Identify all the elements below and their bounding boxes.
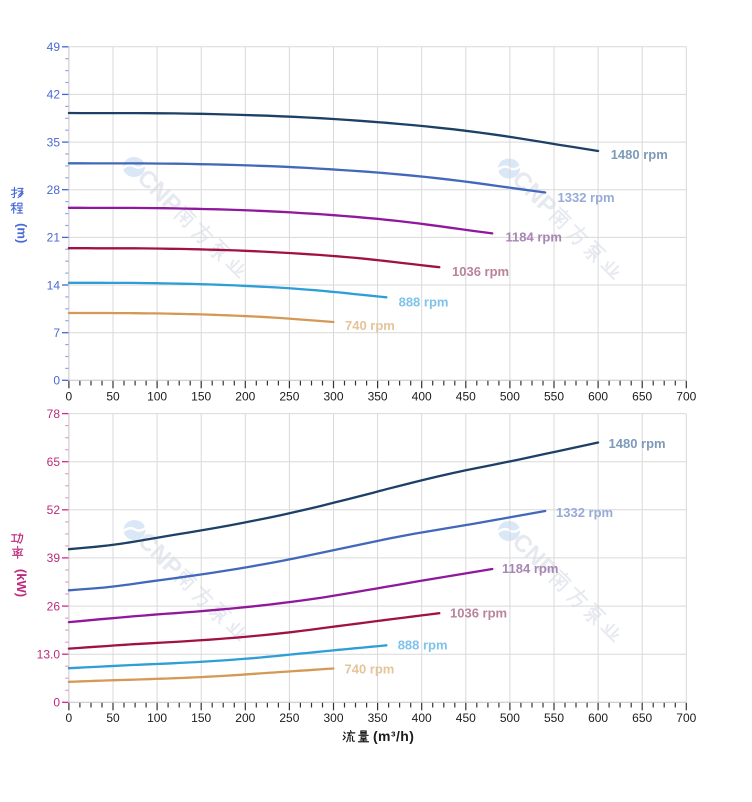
svg-text:740 rpm: 740 rpm <box>345 318 395 333</box>
svg-text:500: 500 <box>500 389 520 403</box>
svg-text:888 rpm: 888 rpm <box>398 638 448 653</box>
svg-text:7: 7 <box>53 326 60 340</box>
svg-text:150: 150 <box>191 711 211 725</box>
svg-text:0: 0 <box>66 711 73 725</box>
svg-text:600: 600 <box>588 711 608 725</box>
svg-text:600: 600 <box>588 389 608 403</box>
svg-text:740 rpm: 740 rpm <box>345 662 395 677</box>
svg-text:450: 450 <box>456 711 476 725</box>
svg-text:1332 rpm: 1332 rpm <box>558 190 615 205</box>
svg-text:1184 rpm: 1184 rpm <box>506 230 562 245</box>
svg-text:42: 42 <box>47 88 61 102</box>
svg-text:550: 550 <box>544 389 564 403</box>
svg-text:450: 450 <box>456 389 476 403</box>
svg-text:400: 400 <box>412 711 432 725</box>
svg-text:500: 500 <box>500 711 520 725</box>
svg-text:50: 50 <box>106 711 120 725</box>
svg-text:550: 550 <box>544 711 564 725</box>
svg-text:1480 rpm: 1480 rpm <box>609 436 666 451</box>
svg-text:150: 150 <box>191 389 211 403</box>
svg-text:78: 78 <box>47 407 61 421</box>
svg-text:1184 rpm: 1184 rpm <box>502 561 558 576</box>
svg-text:0: 0 <box>53 374 60 388</box>
svg-text:700: 700 <box>676 711 696 725</box>
svg-text:52: 52 <box>47 503 61 517</box>
svg-text:888 rpm: 888 rpm <box>399 295 449 310</box>
svg-text:350: 350 <box>368 389 388 403</box>
svg-text:100: 100 <box>147 389 167 403</box>
svg-text:100: 100 <box>147 711 167 725</box>
svg-text:1332 rpm: 1332 rpm <box>556 505 613 520</box>
svg-text:200: 200 <box>235 389 255 403</box>
svg-text:0: 0 <box>53 696 60 710</box>
svg-text:(m³/h): (m³/h) <box>373 728 414 744</box>
svg-text:0: 0 <box>66 389 73 403</box>
svg-text:(m): (m) <box>15 223 30 243</box>
svg-text:250: 250 <box>279 389 299 403</box>
svg-text:(kW): (kW) <box>14 569 29 597</box>
svg-text:1036 rpm: 1036 rpm <box>450 606 507 621</box>
svg-text:39: 39 <box>47 551 61 565</box>
svg-text:200: 200 <box>235 711 255 725</box>
svg-text:350: 350 <box>368 711 388 725</box>
svg-text:1036 rpm: 1036 rpm <box>452 264 509 279</box>
svg-text:13.0: 13.0 <box>37 648 61 662</box>
svg-text:1480 rpm: 1480 rpm <box>611 147 668 162</box>
svg-text:250: 250 <box>279 711 299 725</box>
svg-text:65: 65 <box>47 455 61 469</box>
svg-text:14: 14 <box>47 278 61 292</box>
svg-text:50: 50 <box>106 389 120 403</box>
svg-text:650: 650 <box>632 711 652 725</box>
svg-text:28: 28 <box>47 183 61 197</box>
svg-text:650: 650 <box>632 389 652 403</box>
svg-text:700: 700 <box>676 389 696 403</box>
svg-text:300: 300 <box>323 389 343 403</box>
svg-text:26: 26 <box>47 599 61 613</box>
svg-text:35: 35 <box>47 135 61 149</box>
svg-text:400: 400 <box>412 389 432 403</box>
svg-text:49: 49 <box>47 40 61 54</box>
svg-text:21: 21 <box>47 231 61 245</box>
svg-text:300: 300 <box>323 711 343 725</box>
